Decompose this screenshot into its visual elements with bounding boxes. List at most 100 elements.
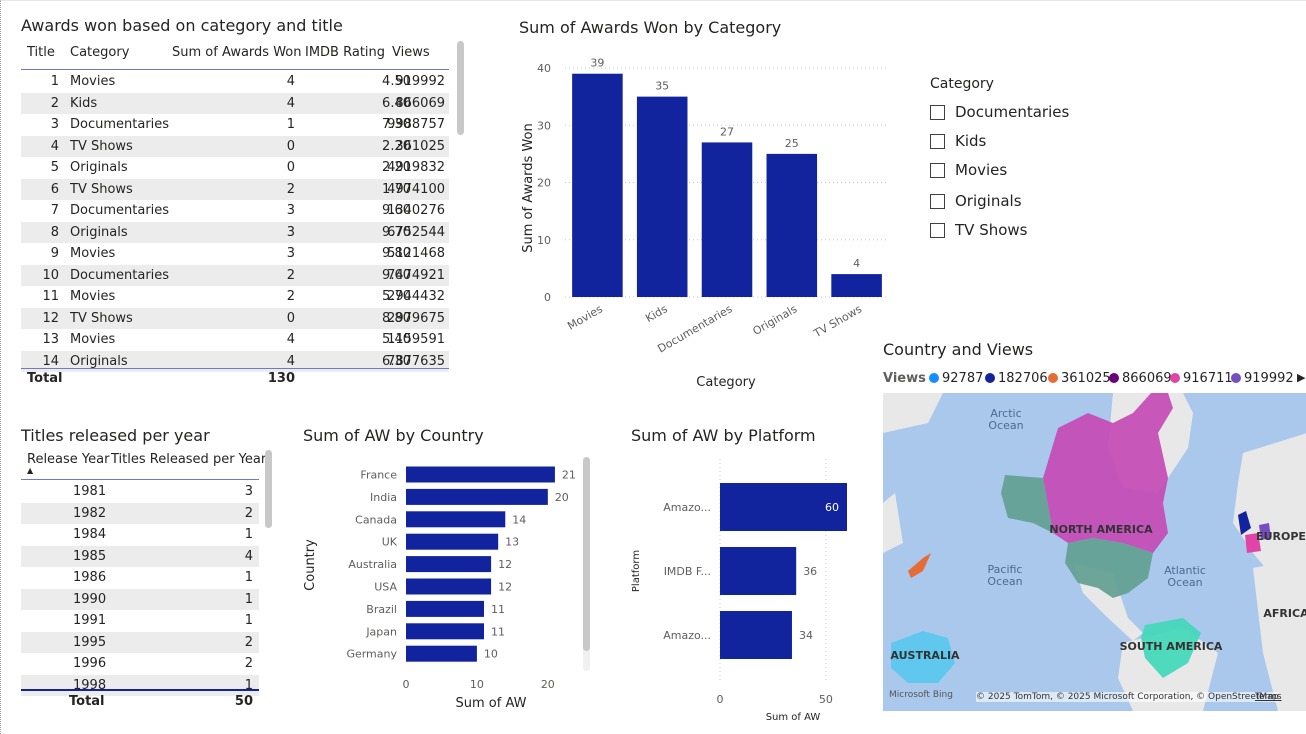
bar[interactable] <box>406 578 492 595</box>
table-row[interactable]: 1984 1 <box>21 524 259 546</box>
y-tick-label: Brazil <box>366 603 397 616</box>
table-row[interactable]: 14 Originals 4 6.30 7877635 <box>21 350 449 372</box>
bar[interactable] <box>766 153 818 297</box>
bar[interactable] <box>406 466 555 483</box>
table-cell: 3 <box>286 224 295 240</box>
column-header-titles-released[interactable]: Titles Released per Year <box>111 452 267 467</box>
bar[interactable] <box>831 274 882 297</box>
legend-dot <box>1048 373 1058 383</box>
checkbox[interactable] <box>930 163 945 178</box>
table-row[interactable]: 5 Originals 0 2.20 4919832 <box>21 157 449 179</box>
table-cell: 9.60 <box>382 267 411 283</box>
table-row[interactable]: 1982 2 <box>21 502 259 524</box>
bar[interactable] <box>406 645 477 662</box>
south-america-label: SOUTH AMERICA <box>1120 640 1223 653</box>
awards-table-scrollbar[interactable] <box>457 41 464 135</box>
column-header-views[interactable]: Views <box>392 45 430 60</box>
legend-dot <box>929 373 939 383</box>
slicer-item-label: Movies <box>955 161 1008 179</box>
checkbox[interactable] <box>930 223 945 238</box>
table-row[interactable]: 9 Movies 3 9.80 5121468 <box>21 243 449 265</box>
checkbox[interactable] <box>930 105 945 120</box>
table-row[interactable]: 1996 2 <box>21 653 259 675</box>
bar[interactable] <box>720 483 847 531</box>
column-header-release-year[interactable]: Release Year <box>27 452 110 467</box>
table-row[interactable]: 10 Documentaries 2 9.60 7474921 <box>21 264 449 286</box>
category-slicer[interactable]: Category Documentaries Kids Movies Original… <box>930 76 1130 246</box>
x-axis-title: Category <box>696 375 756 390</box>
table-row[interactable]: 1995 2 <box>21 631 259 653</box>
bar[interactable] <box>406 533 499 550</box>
checkbox[interactable] <box>930 134 945 149</box>
column-header-title[interactable]: Title <box>27 45 55 60</box>
table-row[interactable]: 1986 1 <box>21 567 259 589</box>
column-header-imdb[interactable]: IMDB Rating <box>305 45 386 60</box>
bar[interactable] <box>636 96 688 297</box>
table-row[interactable]: 1990 1 <box>21 588 259 610</box>
table-cell: 1998 <box>73 677 107 693</box>
map-terms-link[interactable]: Terms <box>1255 692 1282 702</box>
table-cell: 14 <box>42 353 59 369</box>
bar[interactable] <box>701 142 753 297</box>
table-row[interactable]: 1991 1 <box>21 610 259 632</box>
legend-item[interactable]: 361025 <box>1048 371 1111 386</box>
awards-table-visual[interactable]: Awards won based on category and title T… <box>21 13 466 393</box>
years-table-scrollbar[interactable] <box>265 450 272 528</box>
category-chart-visual[interactable]: Sum of Awards Won by Category 0 10 20 30 40 3… <box>513 13 903 393</box>
years-table-visual[interactable]: Titles released per year Release Year Ti… <box>21 423 281 713</box>
legend-item[interactable]: 919992 <box>1231 371 1294 386</box>
table-row[interactable]: 8 Originals 3 9.70 6752544 <box>21 221 449 243</box>
table-cell: 5 <box>50 160 59 175</box>
column-header-awards[interactable]: Sum of Awards Won <box>172 45 302 60</box>
legend-item[interactable]: 866069 <box>1109 371 1172 386</box>
table-cell: 1 <box>244 591 253 607</box>
table-row[interactable]: 11 Movies 2 5.70 2944432 <box>21 286 449 308</box>
table-row[interactable]: 12 TV Shows 0 8.80 2979675 <box>21 307 449 329</box>
country-map[interactable]: Arctic Ocean Pacific Ocean Atlantic Ocea… <box>883 393 1306 711</box>
bar[interactable] <box>406 556 492 573</box>
table-row[interactable]: 1998 1 <box>21 674 259 696</box>
legend-item[interactable]: 916711 <box>1170 371 1233 386</box>
map-legend-title: Views <box>883 371 926 386</box>
bar[interactable] <box>720 547 797 595</box>
country-chart-scrollbar[interactable] <box>583 457 590 651</box>
checkbox[interactable] <box>930 194 945 209</box>
years-total-divider <box>21 689 259 691</box>
table-cell: 1 <box>244 613 253 628</box>
table-row[interactable]: 13 Movies 4 5.40 1159591 <box>21 329 449 351</box>
table-cell: Originals <box>70 160 128 175</box>
platform-chart-visual[interactable]: Sum of AW by Platform 0 50 60 Amazo... 36 IMD… <box>625 423 865 723</box>
y-tick-label: India <box>370 491 397 504</box>
bar[interactable] <box>406 623 484 640</box>
legend-item[interactable]: 92787 <box>929 371 983 386</box>
bar[interactable] <box>406 511 506 528</box>
years-header-divider <box>21 479 259 480</box>
country-chart-visual[interactable]: Sum of AW by Country 21 France 20 India 14 Ca… <box>297 423 597 715</box>
table-row[interactable]: 4 TV Shows 0 2.20 361025 <box>21 135 449 157</box>
bar[interactable] <box>406 488 548 505</box>
table-row[interactable]: 2 Kids 4 6.40 866069 <box>21 92 449 114</box>
bar[interactable] <box>406 600 484 617</box>
legend-next-icon[interactable]: ▶ <box>1297 371 1306 384</box>
table-cell: 2 <box>244 656 253 671</box>
bar[interactable] <box>720 611 792 659</box>
column-header-category[interactable]: Category <box>70 45 130 60</box>
table-row[interactable]: 7 Documentaries 3 9.60 1340276 <box>21 200 449 222</box>
brazil-shape <box>1141 618 1201 678</box>
table-row[interactable]: 6 TV Shows 2 1.70 4974100 <box>21 178 449 200</box>
sort-ascending-icon[interactable]: ▲ <box>27 466 34 475</box>
table-row[interactable]: 1985 4 <box>21 545 259 567</box>
bar[interactable] <box>572 73 623 297</box>
table-row[interactable]: 1 Movies 4 4.50 919992 <box>21 71 449 93</box>
table-cell: 1 <box>244 677 253 693</box>
table-row[interactable]: 3 Documentaries 1 7.30 9988757 <box>21 114 449 136</box>
table-cell: Originals <box>70 224 128 240</box>
table-cell: 0 <box>286 160 295 175</box>
table-cell: Movies <box>70 246 116 261</box>
header-divider <box>21 69 449 70</box>
table-cell: Originals <box>70 353 128 369</box>
legend-label: 916711 <box>1183 371 1233 386</box>
legend-item[interactable]: 182706 <box>985 371 1048 386</box>
table-cell: 9.60 <box>382 203 411 218</box>
table-row[interactable]: 1981 3 <box>21 481 259 503</box>
